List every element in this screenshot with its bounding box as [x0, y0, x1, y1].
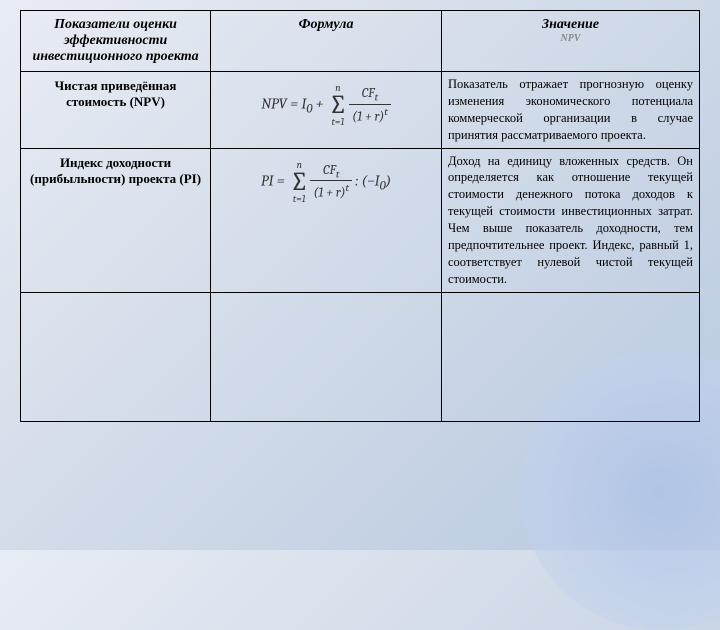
row-label-npv: Чистая приведённая стоимость (NPV)	[21, 72, 211, 149]
formula-npv: NPV = I0 + n∑t=1CFt(1 + r)t	[211, 72, 442, 149]
metrics-table: Показатели оценки эффективности инвестиц…	[20, 10, 700, 422]
row-label-pi: Индекс доходности (прибыльности) проекта…	[21, 148, 211, 292]
header-formula: Формула	[211, 11, 442, 72]
table-row-empty	[21, 292, 700, 421]
table-row: Индекс доходности (прибыльности) проекта…	[21, 148, 700, 292]
desc-npv: Показатель отражает прогнозную оценку из…	[441, 72, 699, 149]
sigma-icon: n∑t=1	[329, 82, 347, 128]
formula-pi: PI = n∑t=1CFt(1 + r)t : (−I0)	[211, 148, 442, 292]
table-row: Чистая приведённая стоимость (NPV) NPV =…	[21, 72, 700, 149]
npv-small-label: NPV	[446, 33, 695, 44]
sigma-icon: n∑t=1	[290, 159, 308, 205]
header-indicators: Показатели оценки эффективности инвестиц…	[21, 11, 211, 72]
header-meaning: Значение NPV	[441, 11, 699, 72]
desc-pi: Доход на единицу вложенных средств. Он о…	[441, 148, 699, 292]
table-header-row: Показатели оценки эффективности инвестиц…	[21, 11, 700, 72]
